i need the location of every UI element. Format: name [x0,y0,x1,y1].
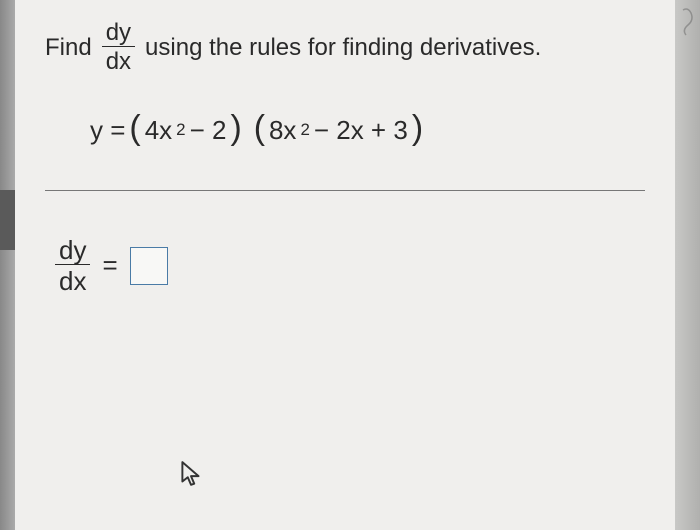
answer-fraction-numerator: dy [55,236,90,265]
answer-fraction-denominator: dx [55,264,90,296]
term2-rest: − 2x + 3 [314,115,408,146]
open-paren-2: ( [254,109,265,148]
equation-display: y = (4x2 − 2) (8x2 − 2x + 3) [90,111,645,150]
close-paren-1: ) [230,109,241,148]
cursor-icon [180,460,202,493]
fraction-denominator: dx [102,46,135,75]
answer-row: dy dx = [55,236,645,296]
prompt-rest: using the rules for finding derivatives. [145,34,541,62]
find-word: Find [45,34,92,62]
term2-base: 8x [269,115,296,146]
term1-base: 4x [145,115,172,146]
question-content: Find dy dx using the rules for finding d… [15,0,675,530]
term1-rest: − 2 [190,115,227,146]
margin-mark [678,5,698,40]
page-right-edge [675,0,700,530]
equals-sign: = [102,250,117,281]
fraction-numerator: dy [102,20,135,46]
y-equals: y = [90,115,125,146]
section-divider [45,190,645,191]
dy-dx-fraction: dy dx [102,20,135,76]
page-tab-marker [0,190,15,250]
answer-input[interactable] [130,247,168,285]
open-paren-1: ( [129,109,140,148]
close-paren-2: ) [412,109,423,148]
page-left-edge [0,0,15,530]
answer-dy-dx-fraction: dy dx [55,236,90,296]
prompt-text: Find dy dx using the rules for finding d… [45,20,645,76]
